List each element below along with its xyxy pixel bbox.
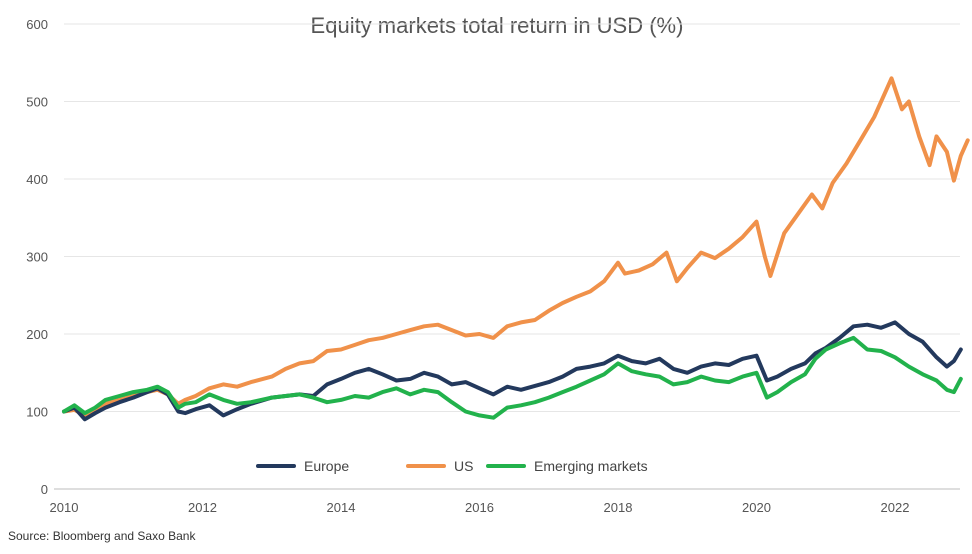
legend: Europe US Emerging markets (256, 458, 648, 474)
y-tick-label: 200 (26, 327, 48, 342)
x-tick-label: 2016 (465, 500, 494, 515)
source-note: Source: Bloomberg and Saxo Bank (8, 529, 196, 543)
x-tick-label: 2012 (188, 500, 217, 515)
y-tick-label: 100 (26, 405, 48, 420)
legend-label: Emerging markets (534, 458, 648, 474)
series-line-us (62, 76, 970, 418)
grid-lines (54, 23, 960, 490)
series-line-emerging-markets (62, 335, 963, 420)
y-tick-label: 400 (26, 172, 48, 187)
chart-title: Equity markets total return in USD (%) (311, 13, 684, 38)
y-tick-label: 300 (26, 250, 48, 265)
legend-label: US (454, 458, 473, 474)
legend-label: Europe (304, 458, 349, 474)
y-tick-label: 500 (26, 95, 48, 110)
x-axis-ticks: 2010 2012 2014 2016 2018 2020 2022 (50, 500, 910, 515)
y-tick-label: 0 (41, 482, 48, 497)
series-line-europe (62, 320, 963, 422)
x-tick-label: 2014 (327, 500, 356, 515)
x-tick-label: 2022 (881, 500, 910, 515)
y-tick-label: 600 (26, 17, 48, 32)
x-tick-label: 2020 (742, 500, 771, 515)
series-lines (62, 76, 970, 422)
x-tick-label: 2018 (604, 500, 633, 515)
x-tick-label: 2010 (50, 500, 79, 515)
y-axis-ticks: 0 100 200 300 400 500 600 (26, 17, 48, 497)
